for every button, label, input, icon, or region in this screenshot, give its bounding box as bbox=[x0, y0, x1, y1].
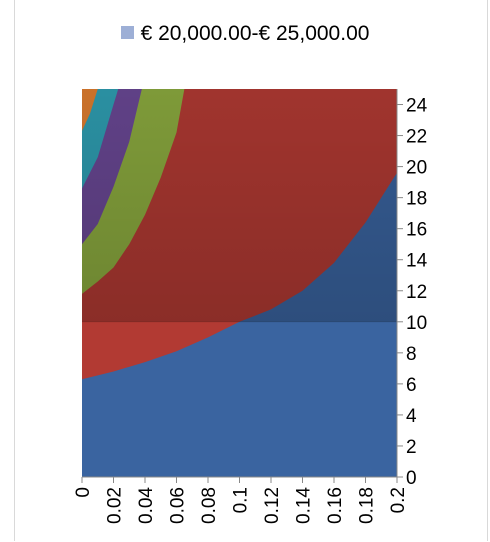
x-tick-label: 0.06 bbox=[168, 487, 189, 524]
y-tick-label: 12 bbox=[406, 282, 427, 303]
x-tick-label: 0.02 bbox=[105, 487, 126, 524]
y-tick-label: 22 bbox=[406, 127, 427, 148]
x-tick-label: 0.16 bbox=[325, 487, 346, 524]
x-tick-label: 0.04 bbox=[136, 487, 157, 524]
chart-legend: € 20,000.00-€ 25,000.00 bbox=[0, 22, 490, 46]
y-tick-label: 6 bbox=[406, 375, 417, 396]
y-tick-label: 8 bbox=[406, 344, 417, 365]
band-area bbox=[82, 172, 397, 478]
plot-shading bbox=[82, 89, 397, 322]
y-tick-label: 20 bbox=[406, 158, 427, 179]
y-tick-label: 4 bbox=[406, 406, 417, 427]
x-tick-label: 0.2 bbox=[388, 487, 409, 513]
y-tick-label: 10 bbox=[406, 313, 427, 334]
x-tick-label: 0.14 bbox=[294, 487, 315, 524]
y-tick-label: 14 bbox=[406, 251, 428, 272]
legend-swatch bbox=[120, 26, 134, 39]
x-tick-label: 0.08 bbox=[199, 487, 220, 524]
y-tick-label: 2 bbox=[406, 437, 417, 458]
y-tick-label: 18 bbox=[406, 189, 427, 210]
x-tick-label: 0.12 bbox=[262, 487, 283, 524]
y-tick-label: 24 bbox=[406, 96, 428, 117]
y-tick-label: 16 bbox=[406, 220, 427, 241]
x-tick-label: 0 bbox=[73, 487, 94, 498]
x-tick-label: 0.18 bbox=[357, 487, 378, 524]
legend-label: € 20,000.00-€ 25,000.00 bbox=[140, 22, 370, 45]
y-tick-label: 0 bbox=[406, 468, 417, 489]
x-tick-label: 0.1 bbox=[231, 487, 252, 513]
chart-frame bbox=[14, 0, 488, 541]
